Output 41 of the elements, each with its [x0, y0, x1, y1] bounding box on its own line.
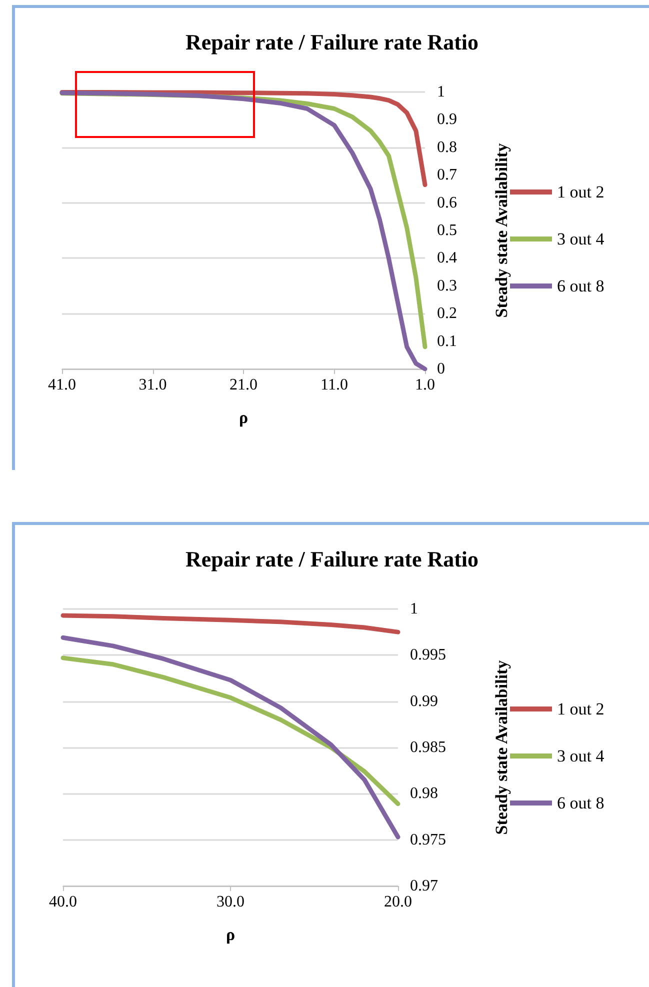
y-tick-label: 0.6	[437, 194, 457, 212]
y-tick-label: 0.1	[437, 332, 457, 350]
y-tick-label: 1	[410, 600, 418, 618]
x-axis-title: ρ	[238, 408, 248, 427]
y-tick-label: 0	[437, 360, 445, 378]
y-tick-label: 0.8	[437, 138, 457, 156]
x-tick-label: 11.0	[320, 376, 348, 394]
y-tick-label: 0.985	[410, 739, 446, 756]
x-tick-label: 20.0	[384, 894, 412, 910]
line-series	[60, 613, 400, 634]
x-tick-label: 31.0	[138, 376, 167, 394]
legend-label: 3 out 4	[557, 746, 605, 766]
chart-title: Repair rate / Failure rate Ratio	[185, 546, 479, 572]
x-tick-label: 1.0	[415, 376, 435, 394]
chart-title: Repair rate / Failure rate Ratio	[185, 30, 479, 54]
x-tick-label: 21.0	[230, 376, 258, 394]
y-tick-label: 0.99	[410, 692, 438, 710]
y-tick-label: 0.7	[437, 166, 457, 184]
y-tick-label: 0.5	[437, 222, 457, 239]
x-tick-label: 41.0	[48, 376, 76, 394]
legend-label: 6 out 8	[557, 794, 604, 812]
legend-label: 1 out 2	[557, 182, 604, 202]
x-axis-title: ρ	[226, 925, 236, 944]
legend-label: 3 out 4	[557, 230, 605, 248]
x-tick-label: 40.0	[49, 894, 77, 910]
line-series	[60, 656, 400, 806]
y-tick-label: 0.975	[410, 831, 446, 848]
y-tick-label: 0.9	[437, 111, 457, 128]
y-tick-label: 0.995	[410, 646, 446, 664]
y-axis-title: Steady state Availability	[492, 142, 511, 318]
legend-label: 6 out 8	[557, 276, 604, 296]
y-tick-label: 0.97	[410, 878, 438, 894]
legend-label: 1 out 2	[557, 700, 604, 718]
x-tick-label: 30.0	[216, 894, 244, 910]
y-axis-title: Steady state Availability	[492, 660, 511, 835]
y-tick-label: 0.3	[437, 277, 457, 294]
y-tick-label: 0.98	[410, 785, 438, 802]
line-series	[60, 635, 400, 840]
y-tick-label: 0.2	[437, 305, 457, 322]
y-tick-label: 1	[437, 84, 445, 100]
y-tick-label: 0.4	[437, 250, 457, 267]
